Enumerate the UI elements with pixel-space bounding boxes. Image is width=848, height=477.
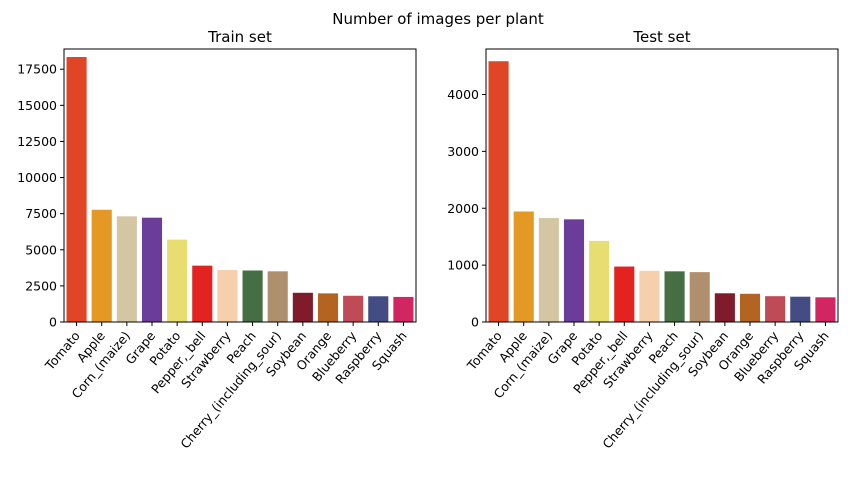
- bar-peach: [664, 271, 685, 322]
- bar-grape: [563, 219, 585, 322]
- y-tick-label: 15000: [17, 98, 57, 113]
- bar-orange: [317, 293, 339, 322]
- y-tick-label: 5000: [25, 242, 57, 257]
- y-tick-label: 2500: [25, 278, 57, 293]
- bar-tomato: [488, 61, 509, 323]
- bar-raspberry: [790, 296, 811, 322]
- test-set-panel: Test set01000200030004000TomatoAppleCorn…: [447, 28, 839, 451]
- panel-title: Test set: [632, 28, 690, 46]
- y-tick-label: 10000: [17, 170, 57, 185]
- y-tick-label: 4000: [447, 87, 479, 102]
- bar-orange: [739, 293, 761, 322]
- y-tick-label: 3000: [447, 144, 479, 159]
- y-tick-label: 12500: [17, 134, 57, 149]
- bar-strawberry: [639, 270, 660, 322]
- bar-blueberry: [765, 296, 786, 322]
- y-tick-label: 17500: [17, 62, 57, 77]
- axes-frame: [485, 48, 839, 323]
- bar-cherry-including-sour-: [689, 272, 710, 322]
- axes-frame: [63, 48, 417, 323]
- y-tick-label: 2000: [447, 201, 479, 216]
- y-tick-label: 0: [471, 315, 479, 330]
- bar-squash: [815, 297, 836, 322]
- y-tick-label: 7500: [25, 206, 57, 221]
- bar-corn-maize-: [538, 217, 559, 322]
- y-tick-label: 0: [49, 315, 57, 330]
- bar-corn-maize-: [116, 216, 137, 322]
- bar-peach: [242, 270, 263, 322]
- bar-soybean: [714, 293, 735, 322]
- train-set-panel: Train set 0 2500 5000 7500 10000 12500 15000 175…: [17, 28, 417, 451]
- bar-pepper-bell: [614, 266, 635, 322]
- bar-grape: [141, 217, 163, 322]
- figure-title: Number of images per plant: [332, 10, 544, 28]
- bar-cherry-including-sour-: [267, 271, 288, 322]
- bar-potato: [589, 240, 610, 322]
- bar-blueberry: [343, 295, 364, 322]
- bar-strawberry: [217, 270, 238, 322]
- bar-apple: [91, 209, 112, 322]
- panel-title: Train set: [207, 28, 272, 46]
- bar-potato: [167, 239, 188, 322]
- bar-tomato: [66, 57, 87, 323]
- bar-squash: [393, 296, 414, 322]
- bar-raspberry: [368, 296, 389, 322]
- bar-pepper-bell: [192, 265, 213, 322]
- bar-soybean: [292, 292, 313, 322]
- bar-apple: [513, 211, 534, 322]
- y-tick-label: 1000: [447, 258, 479, 273]
